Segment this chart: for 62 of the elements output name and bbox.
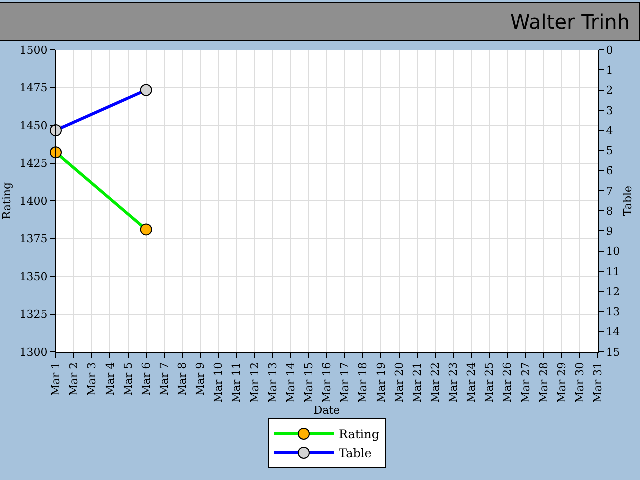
y2-tick-label: 7: [606, 184, 614, 198]
x-tick-label: Mar 24: [465, 362, 478, 403]
y2-tick-label: 4: [606, 124, 614, 138]
x-tick-label: Mar 14: [284, 362, 298, 403]
y-tick-label: 1500: [20, 44, 48, 57]
y2-tick-label: 2: [606, 84, 614, 98]
y2-tick-label: 14: [606, 326, 620, 339]
y2-tick-label: 9: [606, 225, 614, 238]
x-tick-label: Mar 8: [176, 362, 190, 396]
x-tick-label: Mar 6: [140, 362, 153, 396]
x-tick-label: Mar 22: [428, 362, 442, 403]
y-tick-label: 1300: [20, 346, 48, 359]
y2-tick-label: 6: [606, 164, 614, 178]
y-tick-label: 1350: [20, 270, 48, 284]
x-tick-label: Mar 3: [86, 362, 99, 396]
y-axis-title: Rating: [0, 182, 14, 220]
x-tick-label: Mar 13: [266, 362, 280, 403]
y2-tick-label: 8: [606, 204, 614, 218]
x-tick-label: Mar 9: [194, 362, 208, 396]
x-tick-label: Mar 11: [230, 362, 244, 403]
x-tick-label: Mar 26: [501, 362, 514, 403]
y2-tick-label: 13: [606, 306, 620, 319]
x-tick-label: Mar 16: [320, 362, 334, 403]
y-tick-label: 1375: [20, 232, 48, 246]
y-tick-label: 1325: [20, 308, 48, 322]
y2-tick-label: 10: [606, 245, 620, 258]
x-tick-label: Mar 4: [104, 362, 117, 396]
y2-tick-label: 11: [606, 265, 620, 278]
x-tick-label: Mar 29: [555, 362, 568, 403]
x-tick-label: Mar 31: [592, 362, 605, 403]
x-tick-label: Mar 5: [122, 362, 135, 396]
x-tick-label: Mar 25: [483, 362, 496, 403]
y2-tick-label: 12: [606, 285, 620, 298]
x-tick-label: Mar 21: [410, 362, 424, 403]
legend-label: Table: [339, 446, 372, 461]
y2-axis-title: Table: [621, 186, 634, 216]
y2-tick-label: 15: [606, 346, 620, 359]
x-tick-label: Mar 18: [356, 362, 370, 403]
x-tick-label: Mar 20: [392, 362, 406, 403]
x-tick-label: Mar 27: [519, 362, 532, 403]
y2-tick-label: 5: [606, 144, 614, 158]
x-tick-label: Mar 15: [302, 362, 316, 403]
x-axis-title: Date: [314, 404, 340, 418]
x-tick-label: Mar 30: [574, 362, 587, 403]
y-tick-label: 1475: [20, 82, 48, 95]
x-tick-label: Mar 7: [158, 362, 171, 396]
x-tick-label: Mar 19: [374, 362, 388, 403]
x-tick-label: Mar 10: [212, 362, 226, 403]
y2-tick-label: 3: [606, 104, 614, 118]
y-tick-label: 1400: [20, 194, 48, 208]
x-tick-label: Mar 23: [447, 362, 460, 403]
x-tick-label: Mar 17: [338, 362, 352, 403]
x-tick-label: Mar 12: [248, 362, 262, 403]
y-tick-label: 1450: [20, 119, 48, 132]
x-tick-label: Mar 28: [537, 362, 550, 403]
y-tick-label: 1425: [20, 157, 48, 170]
y2-tick-label: 1: [606, 64, 614, 77]
legend-label: Rating: [339, 428, 380, 442]
x-tick-label: Mar 1: [50, 362, 63, 396]
y2-tick-label: 0: [606, 44, 614, 57]
chart-title: Walter Trinh: [510, 10, 630, 34]
x-tick-label: Mar 2: [68, 362, 81, 396]
